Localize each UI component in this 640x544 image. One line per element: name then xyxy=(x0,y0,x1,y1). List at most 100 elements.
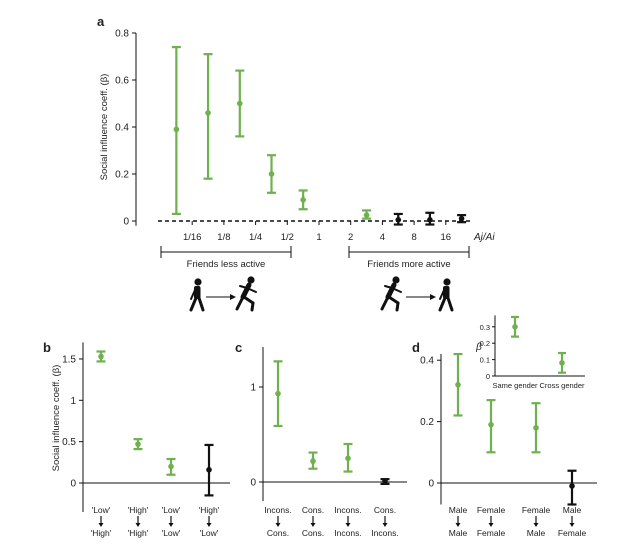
y-tick-label: 0.3 xyxy=(480,323,490,332)
data-point-1-point xyxy=(173,126,180,133)
walker-icon xyxy=(189,278,205,312)
category-arrow-head xyxy=(569,523,575,527)
y-tick-label: 0 xyxy=(123,217,129,228)
category-arrow-head xyxy=(455,523,461,527)
panel-label-d: d xyxy=(412,340,420,355)
category-label-target: Cons. xyxy=(302,528,324,538)
chart-d: 0 0.2 0.4 Male Male Female Female Female Male Mal… xyxy=(420,352,597,538)
category-label-target: Incons. xyxy=(334,528,361,538)
inset-point-1-point xyxy=(512,324,518,330)
runner-icon xyxy=(235,276,257,312)
x-tick-label: 1/16 xyxy=(183,232,202,243)
walker-to-runner-icon xyxy=(189,276,257,312)
chart-a: 0 0.2 0.4 0.6 0.8 1/16 1/8 1/4 1/2 1 2 4 8 16 Social i… xyxy=(99,29,495,244)
x-tick-label: 1 xyxy=(316,232,321,243)
category-label-source: 'High' xyxy=(199,505,220,515)
category-label-target: 'Low' xyxy=(162,528,181,538)
x-tick-label: 1/2 xyxy=(281,232,294,243)
data-point-4-point xyxy=(382,478,388,484)
y-tick-label: 0.4 xyxy=(420,356,434,367)
category-label-target: Male xyxy=(449,528,468,538)
data-point-8-point xyxy=(427,217,433,223)
category-label-target: Female xyxy=(477,528,506,538)
data-point-3-point xyxy=(533,424,539,431)
x-tick-label: 1/4 xyxy=(249,232,262,243)
data-point-9-point xyxy=(458,215,465,222)
category-label-target: Incons. xyxy=(371,528,398,538)
category-label-target: 'High' xyxy=(91,528,112,538)
category-label-target: 'Low' xyxy=(200,528,219,538)
y-tick-label: 0.2 xyxy=(480,339,490,348)
y-tick-label: 0.8 xyxy=(115,29,129,40)
less-active-bracket xyxy=(160,246,292,258)
data-point-6-point xyxy=(363,212,370,218)
y-tick-label: 0 xyxy=(70,479,76,490)
category-label-source: Female xyxy=(477,505,506,515)
category-label-target: Cons. xyxy=(267,528,289,538)
data-point-3-point xyxy=(237,100,243,107)
x-tick-label: 4 xyxy=(380,232,385,243)
category-label-source: 'Low' xyxy=(162,505,181,515)
runner-to-walker-icon xyxy=(380,276,454,312)
y-tick-label: 1 xyxy=(70,396,76,407)
data-point-4-point xyxy=(569,483,575,489)
category-arrow-head xyxy=(382,523,388,527)
data-point-4-point xyxy=(206,466,212,473)
category-arrow-head xyxy=(345,523,351,527)
inset-category-label: Same gender xyxy=(492,381,538,390)
panel-label-a: a xyxy=(97,14,105,29)
panel-label-b: b xyxy=(43,340,51,355)
data-point-3-point xyxy=(168,463,174,470)
category-label-source: Incons. xyxy=(264,505,291,515)
category-label-source: Female xyxy=(522,505,551,515)
less-active-label: Friends less active xyxy=(187,259,266,270)
arrow-right-icon xyxy=(406,294,436,300)
y-tick-label: 0 xyxy=(486,372,490,381)
category-arrow-head xyxy=(135,523,141,527)
y-tick-label: 0 xyxy=(250,478,256,489)
panel-label-c: c xyxy=(235,340,242,355)
category-label-target: 'High' xyxy=(128,528,149,538)
x-tick-label: 8 xyxy=(411,232,416,243)
category-label-source: 'Low' xyxy=(92,505,111,515)
y-tick-label: 1.5 xyxy=(62,354,76,365)
category-arrow-head xyxy=(275,523,281,527)
x-tick-label: 2 xyxy=(348,232,353,243)
data-point-5-point xyxy=(300,197,306,203)
category-label-source: Cons. xyxy=(374,505,396,515)
data-point-2-point xyxy=(488,421,494,428)
x-axis-label: Aj/Ai xyxy=(473,232,495,243)
category-arrow-head xyxy=(98,523,104,527)
y-tick-label: 0.1 xyxy=(480,356,490,365)
y-axis-label: β xyxy=(475,342,482,353)
inset-category-label: Cross gender xyxy=(539,381,585,390)
category-label-source: Male xyxy=(449,505,468,515)
more-active-label: Friends more active xyxy=(367,259,450,270)
category-arrow-head xyxy=(206,523,212,527)
y-tick-label: 0.2 xyxy=(420,417,434,428)
data-point-3-point xyxy=(345,455,351,462)
data-point-2-point xyxy=(135,441,141,447)
category-label-target: Female xyxy=(558,528,587,538)
walker-icon xyxy=(438,278,454,312)
y-tick-label: 0.5 xyxy=(62,437,76,448)
more-active-bracket xyxy=(348,246,470,258)
data-point-1-point xyxy=(455,381,461,388)
data-point-7-point xyxy=(395,217,402,223)
chart-d-inset: 0 0.1 0.2 0.3 β Same gender Cross gender xyxy=(475,315,585,390)
category-arrow-head xyxy=(488,523,494,527)
category-label-source: 'High' xyxy=(128,505,149,515)
data-point-2-point xyxy=(205,110,211,116)
y-axis-label: Social influence coeff. (β) xyxy=(51,365,62,472)
category-label-source: Male xyxy=(563,505,582,515)
chart-c: 0 1 Incons. Cons. Cons. Cons. Incons. Incons. Co… xyxy=(250,347,407,538)
y-tick-label: 0.6 xyxy=(115,76,129,87)
category-arrow-head xyxy=(168,523,174,527)
category-label-source: Incons. xyxy=(334,505,361,515)
category-label-target: Male xyxy=(527,528,546,538)
runner-icon xyxy=(380,276,402,312)
category-arrow-head xyxy=(533,523,539,527)
data-point-1-point xyxy=(275,390,281,397)
